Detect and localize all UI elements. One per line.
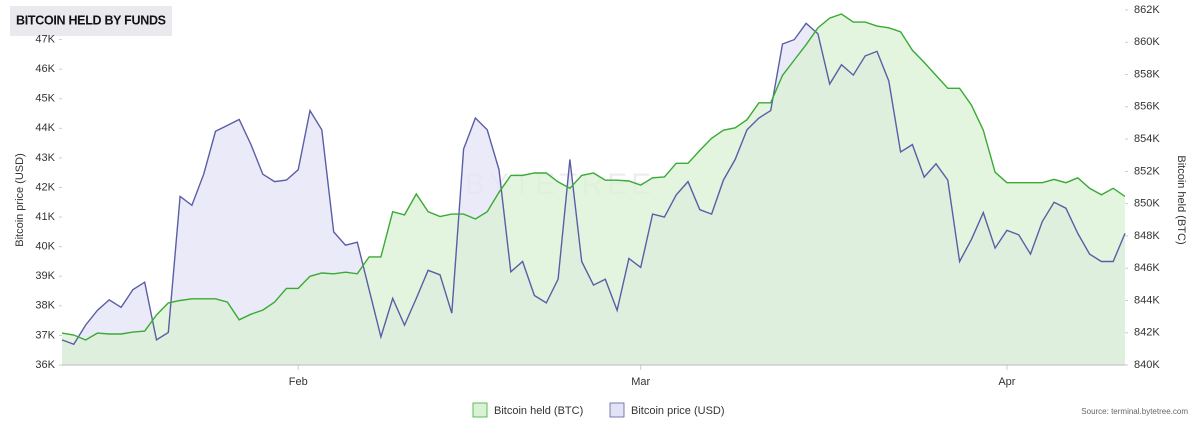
y-tick-label: 46K xyxy=(35,63,55,75)
y-tick-label: 42K xyxy=(35,181,55,193)
y2-tick-label: 852K xyxy=(1134,165,1160,177)
y-tick-label: 37K xyxy=(35,329,55,341)
y2-axis-title: Bitcoin held (BTC) xyxy=(1175,155,1187,244)
y-tick-label: 45K xyxy=(35,93,55,105)
y-tick-label: 39K xyxy=(35,270,55,282)
y-tick-label: 44K xyxy=(35,122,55,134)
line xyxy=(61,22,1126,346)
y2-tick-label: 856K xyxy=(1134,101,1160,113)
y2-tick-label: 842K xyxy=(1134,327,1160,339)
title-box xyxy=(10,6,172,36)
y2-tick-label: 846K xyxy=(1134,262,1160,274)
y2-tick-label: 848K xyxy=(1134,230,1160,242)
y-tick-label: 43K xyxy=(35,152,55,164)
x-tick-label: Mar xyxy=(631,376,650,388)
area xyxy=(62,14,1125,365)
y2-tick-label: 850K xyxy=(1134,198,1160,210)
y2-tick-label: 840K xyxy=(1134,359,1160,371)
x-tick-label: Feb xyxy=(289,376,308,388)
chart-title: BITCOIN HELD BY FUNDS xyxy=(16,13,166,27)
y2-tick-label: 862K xyxy=(1134,4,1160,16)
legend-swatch xyxy=(472,402,488,418)
y-tick-label: 36K xyxy=(35,359,55,371)
y2-tick-label: 844K xyxy=(1134,294,1160,306)
y2-tick-label: 858K xyxy=(1134,68,1160,80)
y-tick-label: 41K xyxy=(35,211,55,223)
y2-tick-label: 854K xyxy=(1134,133,1160,145)
source: Source: terminal.bytetree.com xyxy=(1081,407,1188,416)
legend-label: Bitcoin held (BTC) xyxy=(494,405,583,417)
legend-swatch xyxy=(609,402,625,418)
x-tick-label: Apr xyxy=(998,376,1015,388)
y-tick-label: 38K xyxy=(35,300,55,312)
y2-tick-label: 860K xyxy=(1134,36,1160,48)
y-axis-title: Bitcoin price (USD) xyxy=(14,153,26,247)
y-tick-label: 47K xyxy=(35,33,55,45)
line xyxy=(61,13,1126,341)
y-tick-label: 40K xyxy=(35,241,55,253)
legend-label: Bitcoin price (USD) xyxy=(631,405,725,417)
